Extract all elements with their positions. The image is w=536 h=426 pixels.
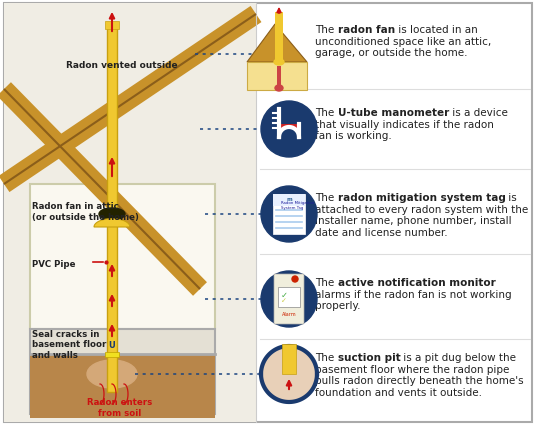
Text: The: The [315, 25, 338, 35]
Ellipse shape [275, 86, 283, 92]
Text: Alarm: Alarm [282, 311, 296, 316]
Text: The: The [315, 352, 338, 362]
FancyBboxPatch shape [277, 67, 281, 87]
Ellipse shape [274, 60, 284, 66]
Text: is a device: is a device [449, 108, 508, 118]
Text: is located in an: is located in an [394, 25, 478, 35]
Circle shape [261, 346, 317, 402]
Text: alarms if the radon fan is not working: alarms if the radon fan is not working [315, 289, 512, 299]
Text: installer name, phone number, install: installer name, phone number, install [315, 216, 512, 226]
FancyBboxPatch shape [278, 287, 300, 307]
FancyBboxPatch shape [30, 354, 215, 418]
Circle shape [261, 102, 317, 158]
Circle shape [261, 187, 317, 242]
FancyBboxPatch shape [247, 63, 307, 91]
Text: PVC Pipe: PVC Pipe [32, 260, 76, 269]
Text: suction pit: suction pit [338, 352, 400, 362]
FancyBboxPatch shape [273, 195, 305, 207]
Text: radon mitigation system tag: radon mitigation system tag [338, 193, 505, 202]
Circle shape [292, 276, 298, 282]
Text: Radon enters
from soil: Radon enters from soil [87, 397, 153, 417]
FancyBboxPatch shape [282, 344, 296, 374]
Text: is: is [505, 193, 517, 202]
FancyBboxPatch shape [105, 352, 119, 357]
Polygon shape [279, 125, 299, 138]
Text: foundation and vents it outside.: foundation and vents it outside. [315, 387, 482, 397]
Text: The: The [315, 193, 338, 202]
Text: Radon fan in attic
(or outside the home): Radon fan in attic (or outside the home) [32, 202, 139, 221]
Text: U-tube manometer: U-tube manometer [338, 108, 449, 118]
FancyBboxPatch shape [4, 4, 256, 422]
Text: properly.: properly. [315, 301, 361, 311]
FancyBboxPatch shape [30, 329, 215, 414]
FancyBboxPatch shape [274, 274, 304, 324]
Polygon shape [94, 219, 130, 227]
Text: Radon Mitigation
System Tag: Radon Mitigation System Tag [281, 201, 314, 209]
Text: is a pit dug below the: is a pit dug below the [400, 352, 516, 362]
Circle shape [261, 346, 317, 402]
Ellipse shape [99, 208, 125, 221]
Text: pulls radon directly beneath the home's: pulls radon directly beneath the home's [315, 375, 524, 386]
Polygon shape [247, 25, 307, 63]
Text: garage, or outside the home.: garage, or outside the home. [315, 48, 467, 58]
Text: fan is working.: fan is working. [315, 131, 392, 141]
Text: active notification monitor: active notification monitor [338, 277, 495, 287]
Text: m: m [286, 196, 292, 201]
Text: basement floor where the radon pipe: basement floor where the radon pipe [315, 364, 509, 374]
Text: that visually indicates if the radon: that visually indicates if the radon [315, 119, 494, 130]
FancyBboxPatch shape [105, 22, 119, 30]
Text: radon fan: radon fan [338, 25, 394, 35]
FancyBboxPatch shape [4, 4, 532, 422]
Text: U: U [109, 341, 115, 350]
Text: ✓: ✓ [280, 290, 287, 299]
Text: ✓: ✓ [281, 297, 287, 303]
Text: unconditioned space like an attic,: unconditioned space like an attic, [315, 37, 492, 46]
Text: attached to every radon system with the: attached to every radon system with the [315, 204, 528, 214]
FancyBboxPatch shape [275, 13, 283, 63]
FancyBboxPatch shape [30, 184, 215, 329]
FancyBboxPatch shape [273, 195, 305, 234]
FancyBboxPatch shape [107, 25, 117, 392]
Ellipse shape [87, 360, 137, 388]
Text: Seal cracks in
basement floor
and walls: Seal cracks in basement floor and walls [32, 329, 106, 359]
Text: date and license number.: date and license number. [315, 227, 448, 237]
Circle shape [261, 271, 317, 327]
Text: Radon vented outside: Radon vented outside [66, 60, 178, 69]
Text: The: The [315, 277, 338, 287]
Text: The: The [315, 108, 338, 118]
